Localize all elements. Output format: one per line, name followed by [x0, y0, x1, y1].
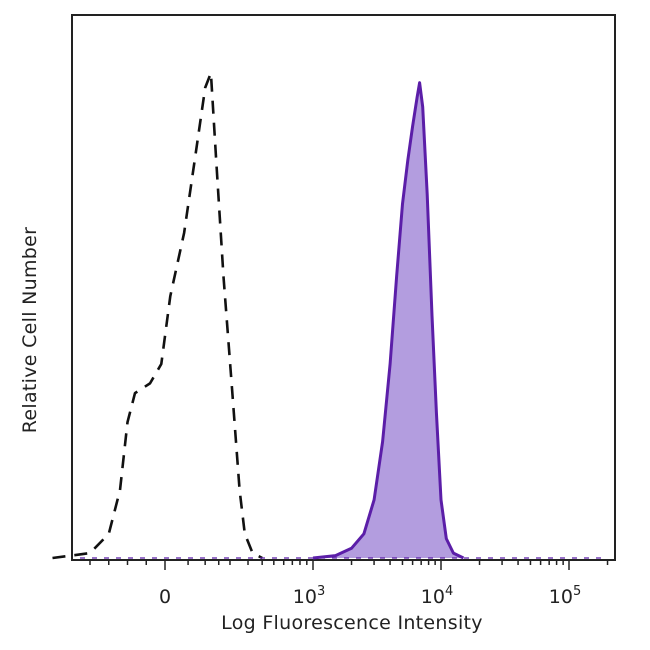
tick-label-3: 105 — [549, 584, 581, 608]
x-axis-title: Log Fluorescence Intensity — [221, 612, 483, 634]
y-axis-title: Relative Cell Number — [19, 227, 41, 434]
x-axis-tick-labels: 0 103 104 105 — [159, 584, 581, 608]
tick-label-2: 104 — [421, 584, 453, 608]
plot-frame — [71, 14, 616, 561]
x-axis-ticks — [89, 560, 609, 570]
chart-marks — [52, 71, 601, 560]
series-1-area — [313, 82, 464, 558]
tick-label-1: 103 — [293, 584, 325, 608]
tick-label-0: 0 — [159, 586, 171, 608]
series-1-line — [312, 81, 465, 560]
series-0-line — [52, 71, 263, 560]
